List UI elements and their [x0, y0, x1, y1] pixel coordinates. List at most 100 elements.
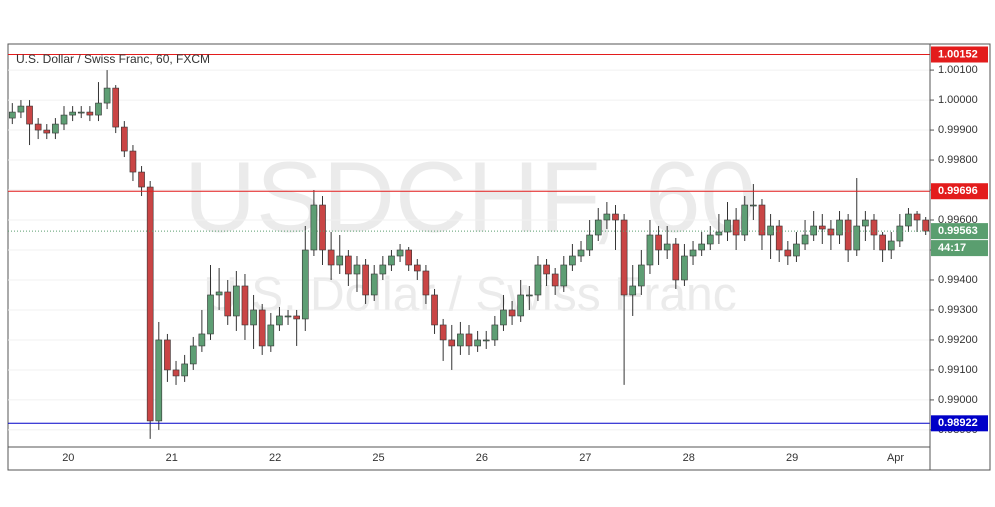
- candle-body: [431, 294, 438, 326]
- candle-body: [362, 264, 369, 296]
- candle-body: [862, 219, 869, 227]
- y-tick-label: 0.99000: [938, 394, 978, 406]
- candle-body: [508, 309, 516, 317]
- level-price-box: [931, 415, 988, 432]
- y-tick-label: 0.99300: [938, 304, 978, 316]
- candle-body: [853, 225, 861, 251]
- candle-body: [77, 111, 85, 114]
- candle-body: [887, 240, 895, 251]
- candle-body: [681, 255, 688, 281]
- candle-body: [224, 291, 232, 317]
- candle-body: [345, 255, 352, 275]
- candle-body: [319, 204, 326, 251]
- candle-body: [594, 219, 602, 236]
- time-axis: [7, 446, 931, 471]
- candle-body: [715, 231, 723, 236]
- candle-body: [474, 339, 481, 347]
- candle-body: [689, 249, 697, 257]
- chart-title: U.S. Dollar / Swiss Franc, 60, FXCM: [16, 52, 210, 66]
- candle-body: [517, 294, 525, 317]
- candle-body: [827, 228, 835, 236]
- candle-body: [896, 225, 904, 242]
- watermark: USDCHF, 60: [184, 141, 756, 253]
- candle-body: [310, 204, 318, 251]
- y-tick-label: 1.00100: [938, 64, 978, 76]
- candle-body: [603, 213, 611, 221]
- candle-body: [370, 273, 378, 296]
- candle-body: [388, 255, 395, 266]
- candle-body: [43, 129, 51, 134]
- candle-body: [301, 249, 309, 320]
- candle-body: [233, 285, 240, 317]
- level-price-label: 1.00152: [938, 48, 978, 60]
- candle-body: [767, 225, 774, 236]
- candle-body: [121, 126, 128, 152]
- candle-body: [836, 219, 843, 236]
- candle-body: [336, 255, 344, 266]
- candle-body: [439, 324, 447, 341]
- candle-body: [706, 234, 714, 245]
- x-tick-label: 26: [476, 452, 488, 464]
- candle-body: [172, 369, 180, 377]
- candle-body: [818, 225, 826, 230]
- candle-body: [913, 213, 921, 221]
- candle-body: [207, 294, 214, 335]
- candle-body: [672, 243, 680, 281]
- countdown-box: [931, 240, 988, 257]
- candle-body: [810, 225, 817, 236]
- candle-body: [793, 243, 800, 257]
- candle-body: [465, 333, 473, 347]
- level-price-label: 0.98922: [938, 417, 978, 429]
- candle-body: [215, 291, 223, 296]
- candle-body: [534, 264, 542, 296]
- candle-body: [620, 219, 628, 296]
- candle-body: [646, 234, 654, 266]
- candle-body: [181, 363, 188, 377]
- candle-body: [577, 249, 585, 257]
- candle-body: [26, 105, 33, 125]
- candle-body: [86, 111, 94, 116]
- candle-body: [758, 204, 766, 236]
- y-tick-label: 0.99200: [938, 334, 978, 346]
- candle-body: [732, 219, 740, 236]
- frame: [7, 43, 991, 471]
- candle-body: [284, 315, 292, 318]
- last-price-label: 0.99563: [938, 225, 978, 237]
- candle-body: [905, 213, 912, 227]
- x-tick-label: 29: [786, 452, 798, 464]
- candle-body: [612, 213, 619, 221]
- level-price-box: [931, 183, 988, 200]
- candle-body: [775, 225, 783, 251]
- candle-body: [500, 309, 507, 326]
- y-tick-label: 0.99100: [938, 364, 978, 376]
- candle-body: [844, 219, 852, 251]
- candle-body: [250, 309, 257, 326]
- candle-body: [750, 204, 757, 207]
- candle-body: [663, 243, 671, 251]
- candle-body: [629, 285, 637, 296]
- candle-body: [638, 264, 645, 287]
- candle-body: [448, 339, 456, 347]
- candle-body: [482, 339, 490, 342]
- candle-body: [353, 264, 361, 275]
- candle-body: [52, 123, 59, 134]
- candle-body: [17, 105, 25, 113]
- level-price-box: [931, 46, 988, 63]
- candle-body: [293, 315, 300, 320]
- candle-body: [551, 273, 559, 287]
- candle-body: [543, 264, 550, 275]
- watermark-subtitle: U.S. Dollar / Swiss Franc: [203, 269, 736, 322]
- candle-body: [560, 264, 568, 287]
- x-tick-label: 28: [683, 452, 695, 464]
- x-tick-label: 27: [579, 452, 591, 464]
- candle-body: [526, 294, 533, 297]
- candle-body: [276, 315, 283, 326]
- candle-body: [405, 249, 412, 266]
- candle-body: [922, 219, 930, 232]
- y-tick-label: 1.00000: [938, 94, 978, 106]
- candle-body: [60, 114, 68, 125]
- candle-body: [95, 102, 102, 116]
- candle-body: [189, 345, 197, 365]
- x-tick-label: 22: [269, 452, 281, 464]
